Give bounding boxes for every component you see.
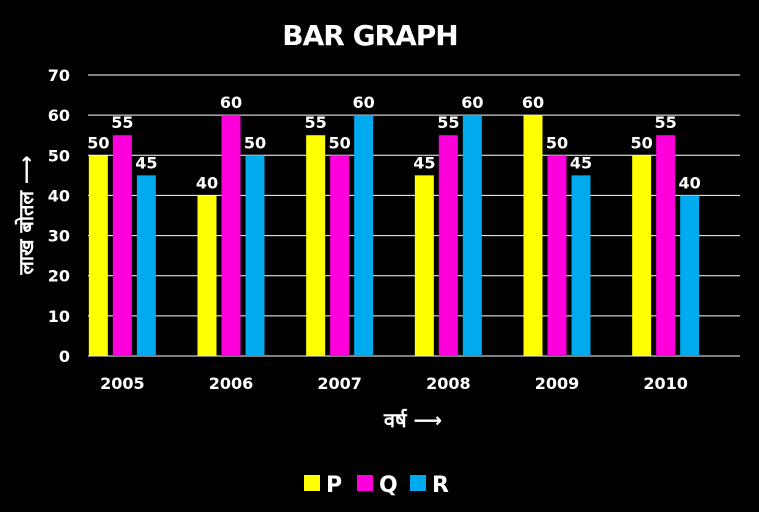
chart-title: BAR GRAPH: [282, 19, 458, 52]
data-label-P-2008: 45: [413, 153, 435, 172]
bar-Q-2008: [438, 135, 458, 356]
x-tick-label-2007: 2007: [317, 374, 362, 393]
bar-P-2006: [197, 195, 217, 356]
data-label-P-2005: 50: [87, 133, 109, 152]
data-label-Q-2007: 50: [329, 133, 351, 152]
y-tick-label-20: 20: [48, 267, 70, 286]
x-tick-label-2010: 2010: [643, 374, 688, 393]
y-tick-label-70: 70: [48, 66, 70, 85]
data-label-R-2010: 40: [679, 173, 701, 192]
data-label-P-2006: 40: [196, 173, 218, 192]
legend-swatch-P: [304, 475, 320, 491]
data-label-Q-2008: 55: [437, 113, 459, 132]
data-label-Q-2010: 55: [655, 113, 677, 132]
gridlines: [88, 74, 740, 357]
x-tick-label-2005: 2005: [100, 374, 145, 393]
bar-P-2005: [88, 155, 108, 356]
legend: P Q R: [304, 473, 449, 498]
y-tick-label-0: 0: [59, 347, 70, 366]
y-tick-label-50: 50: [48, 146, 70, 165]
data-label-P-2010: 50: [631, 133, 653, 152]
data-label-Q-2009: 50: [546, 133, 568, 152]
bar-Q-2007: [330, 155, 350, 356]
bar-R-2008: [462, 115, 482, 357]
y-tick-label-60: 60: [48, 106, 70, 125]
legend-swatch-R: [410, 475, 426, 491]
y-tick-label-10: 10: [48, 307, 70, 326]
x-tick-label-2006: 2006: [209, 374, 254, 393]
bar-Q-2006: [221, 115, 241, 357]
x-axis-ticks: 2005 2006 2007 2008 2009 2010: [100, 374, 688, 393]
bar-R-2005: [136, 175, 156, 356]
data-label-R-2006: 50: [244, 133, 266, 152]
legend-swatch-Q: [357, 475, 373, 491]
x-tick-label-2009: 2009: [535, 374, 580, 393]
bar-R-2007: [354, 115, 374, 357]
data-label-R-2008: 60: [461, 93, 483, 112]
bar-Q-2005: [112, 135, 132, 356]
data-label-R-2005: 45: [135, 153, 157, 172]
legend-label-P: P: [326, 473, 342, 498]
bar-P-2009: [523, 115, 543, 357]
data-label-Q-2006: 60: [220, 93, 242, 112]
bars: [88, 115, 700, 357]
bar-Q-2009: [547, 155, 567, 356]
y-tick-label-40: 40: [48, 186, 70, 205]
bar-R-2010: [680, 195, 700, 356]
y-axis-label: लाख बोतल ⟶: [14, 155, 38, 275]
bar-R-2009: [571, 175, 591, 356]
legend-label-Q: Q: [379, 473, 398, 498]
legend-label-R: R: [432, 473, 449, 498]
bar-R-2006: [245, 155, 265, 356]
data-label-Q-2005: 55: [111, 113, 133, 132]
bar-Q-2010: [656, 135, 676, 356]
x-tick-label-2008: 2008: [426, 374, 471, 393]
x-axis-label: वर्ष ⟶: [383, 408, 442, 432]
y-axis-ticks: 0 10 20 30 40 50 60 70: [48, 66, 70, 366]
bar-P-2007: [306, 135, 326, 356]
data-label-P-2009: 60: [522, 93, 544, 112]
bar-P-2008: [414, 175, 434, 356]
data-label-R-2007: 60: [353, 93, 375, 112]
bar-P-2010: [632, 155, 652, 356]
data-label-P-2007: 55: [305, 113, 327, 132]
data-label-R-2009: 45: [570, 153, 592, 172]
y-tick-label-30: 30: [48, 227, 70, 246]
